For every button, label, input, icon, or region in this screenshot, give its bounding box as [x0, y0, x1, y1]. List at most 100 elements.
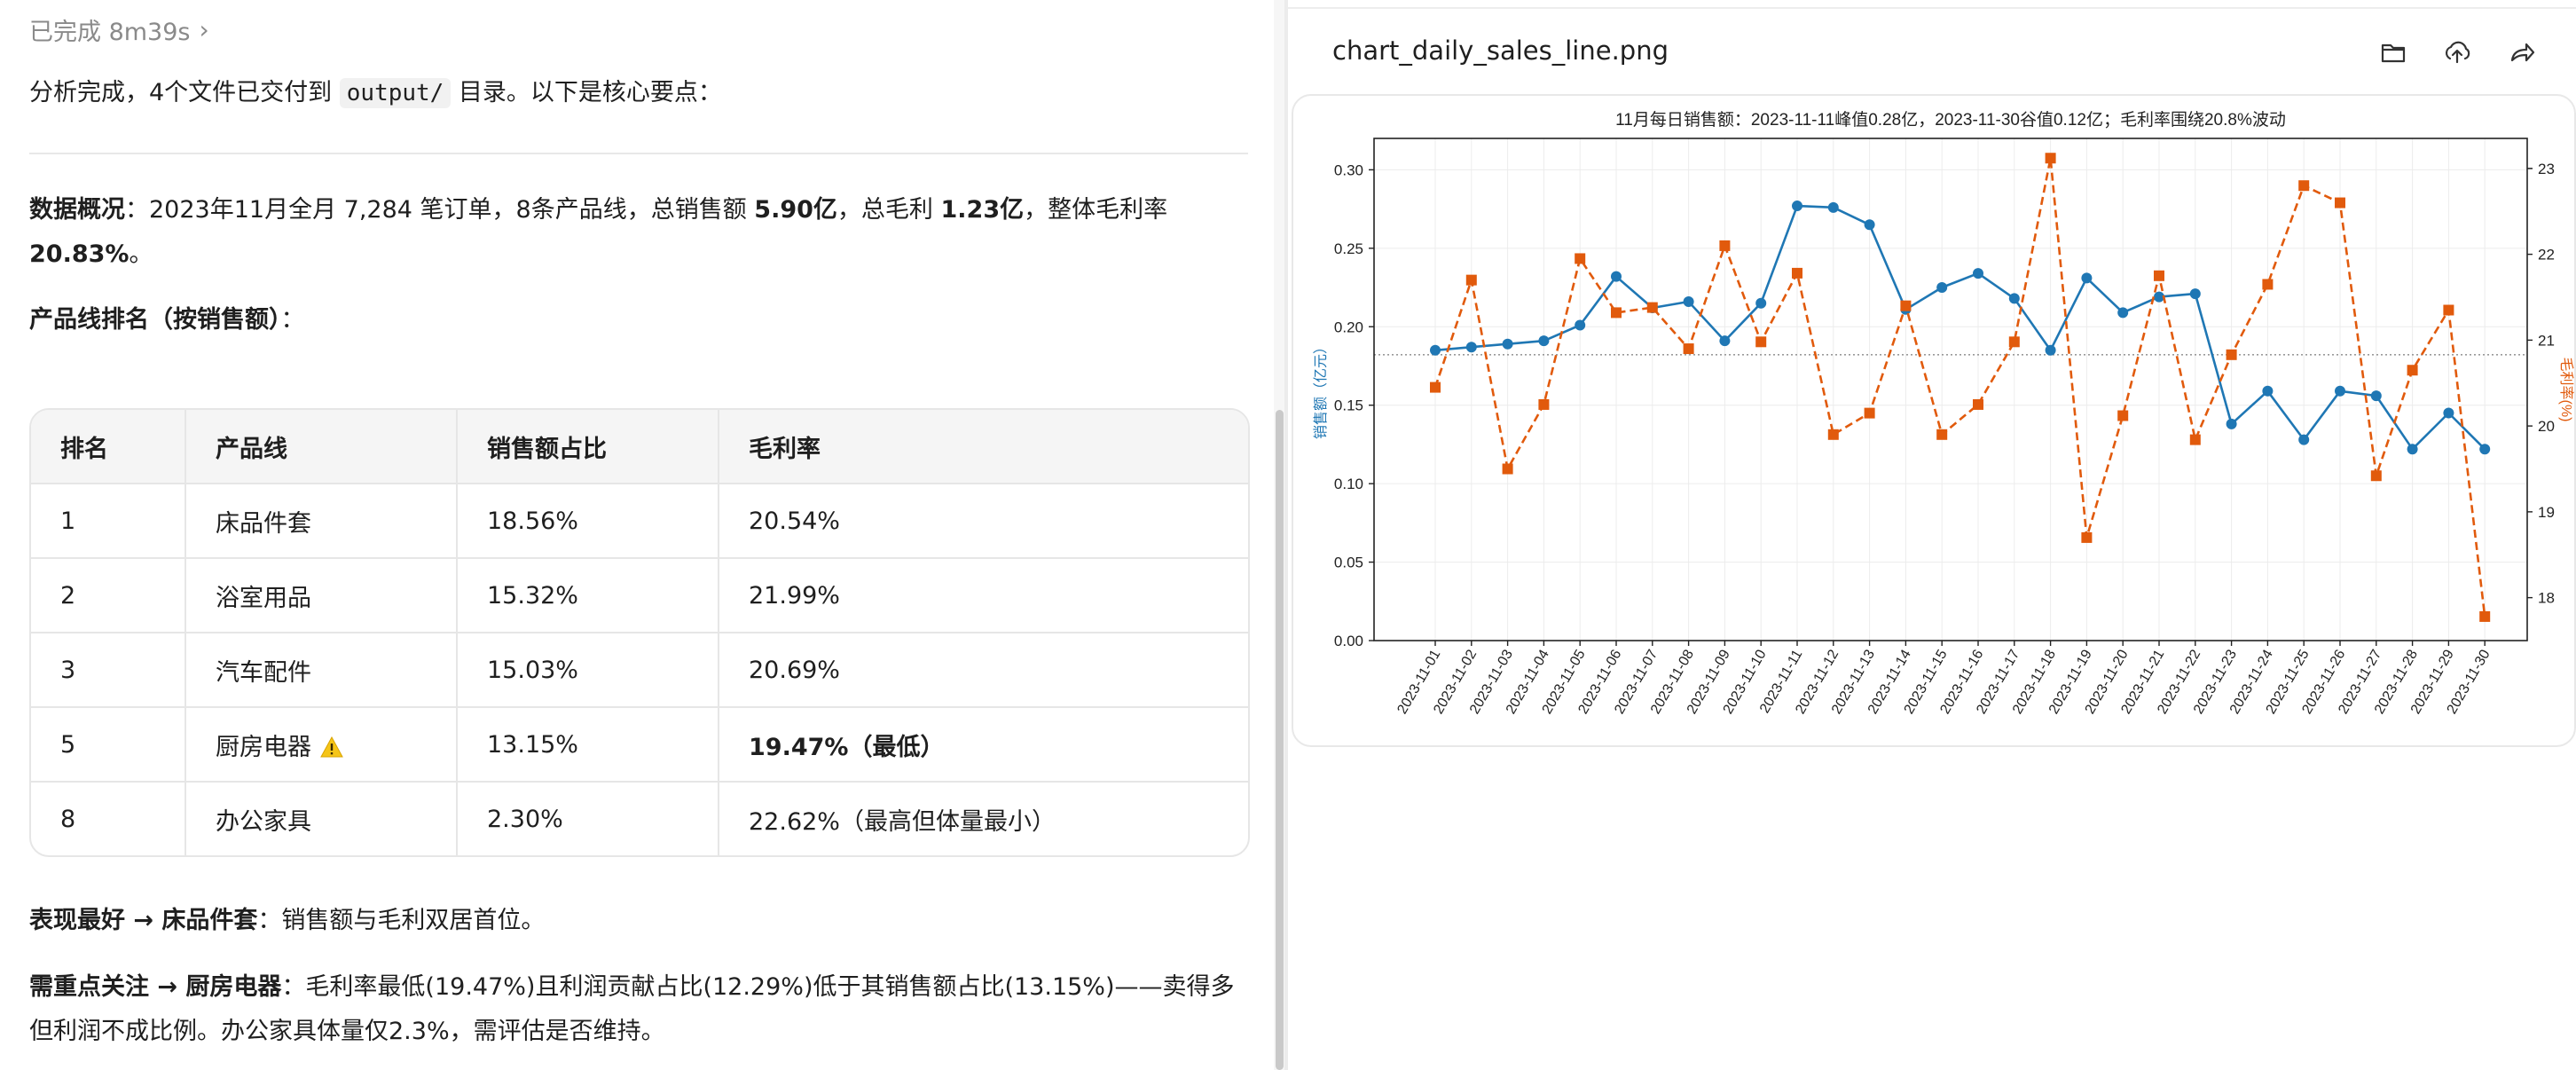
ranking-heading-colon: ： — [280, 306, 305, 334]
share-icon[interactable] — [2502, 34, 2540, 71]
y-tick-label: 0.20 — [1334, 319, 1363, 335]
table-cell: 13.15% — [457, 707, 719, 783]
margin-point — [2081, 531, 2093, 543]
table-cell: 22.62%（最高但体量最小） — [749, 807, 1056, 836]
y2-tick-label: 21 — [2538, 332, 2555, 349]
margin-point — [1430, 382, 1441, 393]
margin-point — [1538, 398, 1550, 410]
table-header-cell: 产品线 — [185, 410, 458, 484]
table-cell: 21.99% — [719, 558, 1248, 633]
preview-pane: chart_daily_sales_line.png 0.00 0.05 0.10 0… — [1288, 0, 2576, 1070]
best-paragraph: 表现最好 → 床品件套：销售额与毛利双居首位。 — [29, 899, 545, 943]
margin-point — [1864, 407, 1875, 419]
table-cell-text: 厨房电器 — [216, 733, 311, 761]
table-cell: 床品件套 — [185, 484, 458, 559]
plot-frame — [1373, 138, 2528, 641]
sales-point — [1538, 335, 1550, 347]
table-cell: 厨房电器 — [185, 707, 458, 783]
table-cell: 20.54% — [719, 484, 1248, 559]
sales-point — [2008, 293, 2020, 304]
sales-point — [2298, 434, 2310, 445]
overview-sales: 5.90亿 — [754, 196, 837, 224]
focus-text: 但利润不成比例。办公家具体量仅2.3%，需评估是否维持。 — [29, 1018, 665, 1045]
y2-tick-label: 19 — [2538, 504, 2555, 521]
table-row: 1 床品件套 18.56% 20.54% — [31, 484, 1248, 559]
ranking-heading: 产品线排名（按销售额）： — [29, 298, 305, 342]
table-header-cell: 销售额占比 — [457, 410, 719, 484]
overview-text: ：2023年11月全月 7,284 笔订单，8条产品线，总销售额 — [125, 196, 755, 224]
table-cell: 汽车配件 — [185, 633, 458, 708]
table-cell: 19.47%（最低） — [719, 707, 1248, 783]
margin-point — [2045, 153, 2056, 164]
pane-divider[interactable] — [1284, 0, 1288, 1070]
margin-point — [1900, 300, 1912, 311]
daily-sales-chart: 0.00 0.05 0.10 0.15 0.20 0.25 0.30 18 19 20 21 22 23… — [1313, 110, 2574, 717]
table-row: 5 厨房电器 13.15% 19.47%（最低） — [31, 707, 1248, 783]
table-header-row: 排名 产品线 销售额占比 毛利率 — [31, 410, 1248, 484]
table-row: 3 汽车配件 15.03% 20.69% — [31, 633, 1248, 708]
sales-point — [1502, 338, 1513, 350]
y-tick-label: 0.10 — [1334, 476, 1363, 492]
divider — [29, 153, 1248, 154]
margin-series-line — [1433, 157, 2486, 618]
ranking-heading-text: 产品线排名（按销售额） — [29, 306, 281, 334]
table-cell: 2 — [31, 558, 186, 633]
margin-point — [1646, 302, 1658, 313]
margin-point — [2298, 180, 2310, 192]
y2-tick-label: 20 — [2538, 418, 2555, 435]
table-cell: 15.32% — [457, 558, 719, 633]
intro-paragraph: 分析完成，4个文件已交付到 output/ 目录。以下是核心要点： — [29, 71, 722, 115]
scrollbar-thumb[interactable] — [1276, 410, 1284, 1070]
task-status[interactable]: 已完成 8m39s › — [29, 12, 209, 47]
sales-point — [1827, 201, 1839, 213]
margin-point — [2407, 365, 2418, 376]
sales-point — [2081, 272, 2093, 284]
table-cell: 18.56% — [457, 484, 719, 559]
y2-tick-label: 18 — [2538, 590, 2555, 607]
sales-point — [1973, 268, 1983, 279]
chevron-right-icon: › — [199, 15, 209, 44]
margin-point — [2479, 610, 2491, 622]
overview-profit: 1.23亿 — [940, 196, 1025, 224]
overview-label: 数据概况 — [29, 196, 125, 224]
sales-point — [2443, 407, 2454, 419]
output-dir-code: output/ — [339, 78, 452, 108]
table-cell: 20.69% — [719, 633, 1248, 708]
ranking-table: 排名 产品线 销售额占比 毛利率 1 床品件套 18.56% 20.54% 2 … — [29, 408, 1250, 857]
upload-icon[interactable] — [2439, 34, 2476, 71]
y-tick-label: 0.00 — [1334, 633, 1363, 649]
y-tick-label: 0.05 — [1334, 555, 1363, 571]
table-cell: 8 — [31, 782, 186, 855]
y2-tick-label: 23 — [2538, 161, 2555, 177]
overview-text: 。 — [129, 240, 153, 268]
sales-point — [2407, 444, 2418, 455]
sales-point — [2117, 307, 2129, 319]
margin-point — [2370, 470, 2382, 482]
margin-point — [1465, 274, 1477, 286]
margin-point — [1719, 240, 1731, 251]
y-tick-label: 0.30 — [1334, 161, 1363, 178]
preview-filename: chart_daily_sales_line.png — [1332, 35, 1669, 66]
sales-point — [2335, 385, 2345, 397]
overview-text: ，总毛利 — [836, 196, 941, 224]
table-cell: 3 — [31, 633, 186, 708]
y-axis-label: 销售额（亿元） — [1313, 340, 1329, 439]
margin-point — [1575, 253, 1586, 264]
table-cell: 1 — [31, 484, 186, 559]
sales-point — [1683, 295, 1694, 307]
margin-point — [1683, 343, 1694, 355]
sales-point — [1936, 282, 1948, 294]
table-row: 8 办公家具 2.30% 22.62%（最高但体量最小） — [31, 782, 1248, 855]
sales-point — [1864, 219, 1875, 231]
margin-point — [2226, 349, 2237, 360]
sales-point — [2262, 385, 2274, 397]
sales-point — [1611, 271, 1622, 282]
margin-point — [2335, 197, 2345, 208]
table-row: 2 浴室用品 15.32% 21.99% — [31, 558, 1248, 633]
focus-label: 需重点关注 → 厨房电器 — [29, 973, 282, 1001]
margin-point — [1936, 429, 1948, 440]
folder-icon[interactable] — [2375, 34, 2412, 71]
y2-tick-label: 22 — [2538, 247, 2555, 264]
margin-point — [2008, 336, 2020, 348]
sales-point — [1719, 335, 1731, 347]
